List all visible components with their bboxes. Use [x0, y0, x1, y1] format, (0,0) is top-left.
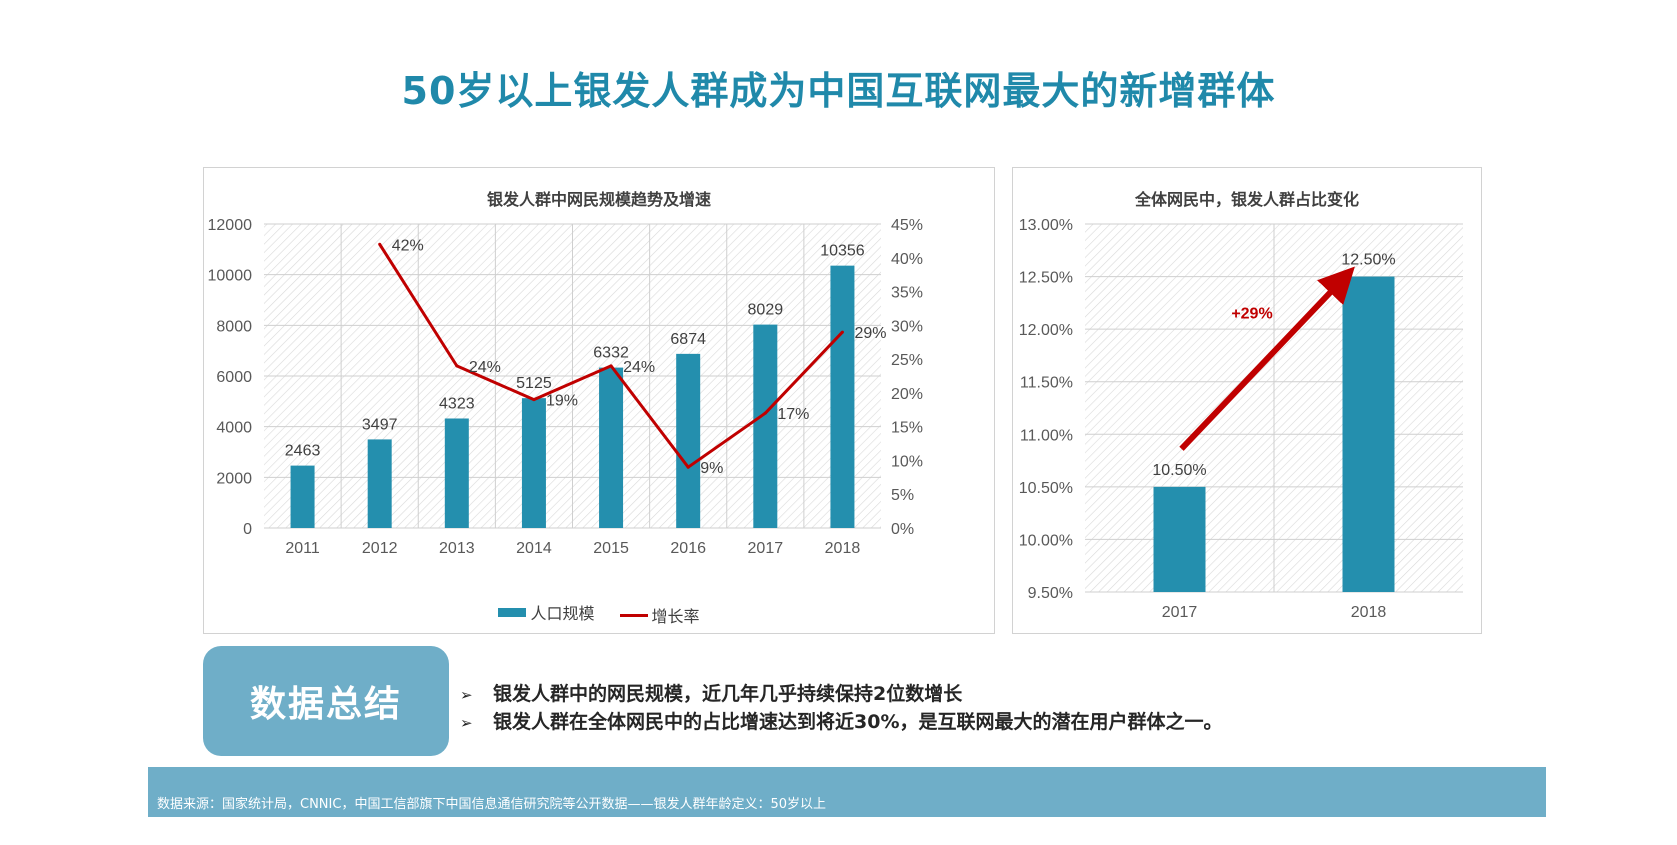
y-right-tick-label: 40% — [891, 251, 923, 268]
line-swatch-icon — [619, 613, 648, 617]
y-tick-label: 10.00% — [1019, 532, 1073, 549]
y-tick-label: 11.50% — [1020, 375, 1073, 392]
bar-swatch-icon — [498, 607, 527, 617]
summary-text: 银发人群中的网民规模，近几年几乎持续保持2位数增长 — [493, 683, 963, 705]
line-point — [378, 242, 382, 246]
bar — [444, 418, 469, 528]
line-point — [455, 364, 459, 368]
x-tick-label: 2015 — [593, 540, 629, 557]
chart-title: 全体网民中，银发人群占比变化 — [1134, 190, 1359, 209]
bar — [830, 265, 855, 528]
line-point — [763, 411, 767, 415]
legend-label: 增长率 — [651, 607, 700, 626]
line-data-label: 24% — [623, 359, 655, 376]
bar-data-label: 12.50% — [1341, 252, 1395, 269]
chart1-svg: 0 2000 4000 6000 8000 10000 12000 0% 5% 10% 15% 20%… — [208, 217, 924, 557]
x-tick-label: 2016 — [670, 540, 706, 557]
bar-data-label: 2463 — [285, 443, 321, 460]
bar — [599, 367, 624, 528]
y-right-tick-label: 20% — [891, 386, 923, 403]
line-data-label: 42% — [392, 237, 424, 254]
y-right-tick-label: 25% — [891, 352, 923, 369]
y-right-tick-label: 10% — [891, 453, 923, 470]
y-tick-label: 12.00% — [1019, 322, 1073, 339]
bar — [676, 353, 701, 528]
line-data-label: 24% — [469, 359, 501, 376]
bar — [753, 324, 778, 528]
legend-item-bar: 人口规模 — [498, 600, 594, 624]
bar-data-label: 10356 — [820, 243, 865, 260]
line-point — [840, 330, 844, 334]
y-tick-label: 12.50% — [1019, 270, 1073, 287]
x-tick-label: 2012 — [362, 540, 398, 557]
line-point — [609, 364, 613, 368]
summary-item: ➢ 银发人群中的网民规模，近几年几乎持续保持2位数增长 — [460, 680, 1222, 708]
y-left-tick-label: 2000 — [216, 470, 252, 487]
growth-annotation: +29% — [1231, 306, 1272, 323]
bar-data-label: 10.50% — [1152, 462, 1206, 479]
chart-legend: 人口规模 增长率 — [204, 600, 994, 627]
summary-item: ➢ 银发人群在全体网民中的占比增速达到将近30%，是互联网最大的潜在用户群体之一。 — [460, 708, 1222, 736]
y-tick-label: 9.50% — [1028, 585, 1073, 602]
bar — [1342, 276, 1395, 592]
x-tick-label: 2018 — [1351, 604, 1387, 621]
bar — [367, 439, 392, 528]
bar — [521, 398, 546, 528]
summary-list: ➢ 银发人群中的网民规模，近几年几乎持续保持2位数增长 ➢ 银发人群在全体网民中的占… — [460, 680, 1222, 736]
x-tick-label: 2011 — [285, 540, 320, 557]
legend-item-line: 增长率 — [619, 603, 700, 627]
y-right-tick-label: 0% — [891, 521, 914, 538]
line-data-label: 9% — [700, 460, 723, 477]
source-note: 数据来源：国家统计局，CNNIC，中国工信部旗下中国信息通信研究院等公开数据——… — [157, 797, 826, 812]
x-tick-label: 2014 — [516, 540, 552, 557]
line-data-label: 29% — [854, 325, 886, 342]
y-right-tick-label: 35% — [891, 285, 923, 302]
y-right-tick-label: 15% — [891, 420, 923, 437]
y-left-tick-label: 6000 — [216, 369, 252, 386]
bar — [290, 465, 315, 528]
y-tick-label: 11.00% — [1020, 427, 1073, 444]
y-left-tick-label: 0 — [243, 521, 252, 538]
y-tick-label: 13.00% — [1019, 217, 1073, 234]
chart-growth-trend: 银发人群中网民规模趋势及增速 0 2000 4000 6000 8000 10000 120… — [203, 167, 995, 634]
chart-title: 银发人群中网民规模趋势及增速 — [486, 190, 711, 209]
bar-data-label: 8029 — [748, 302, 784, 319]
line-point — [686, 465, 690, 469]
summary-text: 银发人群在全体网民中的占比增速达到将近30%，是互联网最大的潜在用户群体之一。 — [493, 711, 1223, 733]
bar — [1153, 486, 1206, 592]
y-right-tick-label: 30% — [891, 318, 923, 335]
line-data-label: 19% — [546, 393, 578, 410]
y-right-tick-label: 5% — [891, 487, 914, 504]
legend-label: 人口规模 — [530, 604, 595, 623]
arrow-bullet-icon: ➢ — [460, 714, 473, 732]
x-tick-label: 2013 — [439, 540, 475, 557]
bar-data-label: 6874 — [670, 331, 706, 348]
x-tick-label: 2017 — [748, 540, 784, 557]
y-left-tick-label: 12000 — [208, 217, 253, 234]
bar-data-label: 3497 — [362, 416, 398, 433]
growth-arrow-icon — [1179, 266, 1355, 451]
x-tick-label: 2017 — [1162, 604, 1198, 621]
arrow-bullet-icon: ➢ — [460, 686, 473, 704]
bar-data-label: 6332 — [593, 345, 629, 362]
y-right-tick-label: 45% — [891, 217, 923, 234]
y-tick-label: 10.50% — [1019, 480, 1073, 497]
footer-bar: 数据来源：国家统计局，CNNIC，中国工信部旗下中国信息通信研究院等公开数据——… — [148, 767, 1546, 817]
bar-data-label: 4323 — [439, 395, 475, 412]
line-data-label: 17% — [777, 406, 809, 423]
line-point — [532, 398, 536, 402]
bar-data-label: 5125 — [516, 375, 552, 392]
y-left-tick-label: 10000 — [208, 268, 253, 285]
x-tick-label: 2018 — [825, 540, 861, 557]
chart2-svg: 9.50% 10.00% 10.50% 11.00% 11.50% 12.00% 12.50… — [1019, 217, 1463, 621]
y-left-tick-label: 8000 — [216, 318, 252, 335]
chart-share-change: 全体网民中，银发人群占比变化 9.50% 10.00% 10.50% 11.00% 11… — [1012, 167, 1482, 634]
summary-badge: 数据总结 — [203, 646, 449, 756]
y-left-tick-label: 4000 — [216, 420, 252, 437]
slide-title: 50岁以上银发人群成为中国互联网最大的新增群体 — [401, 69, 1276, 113]
